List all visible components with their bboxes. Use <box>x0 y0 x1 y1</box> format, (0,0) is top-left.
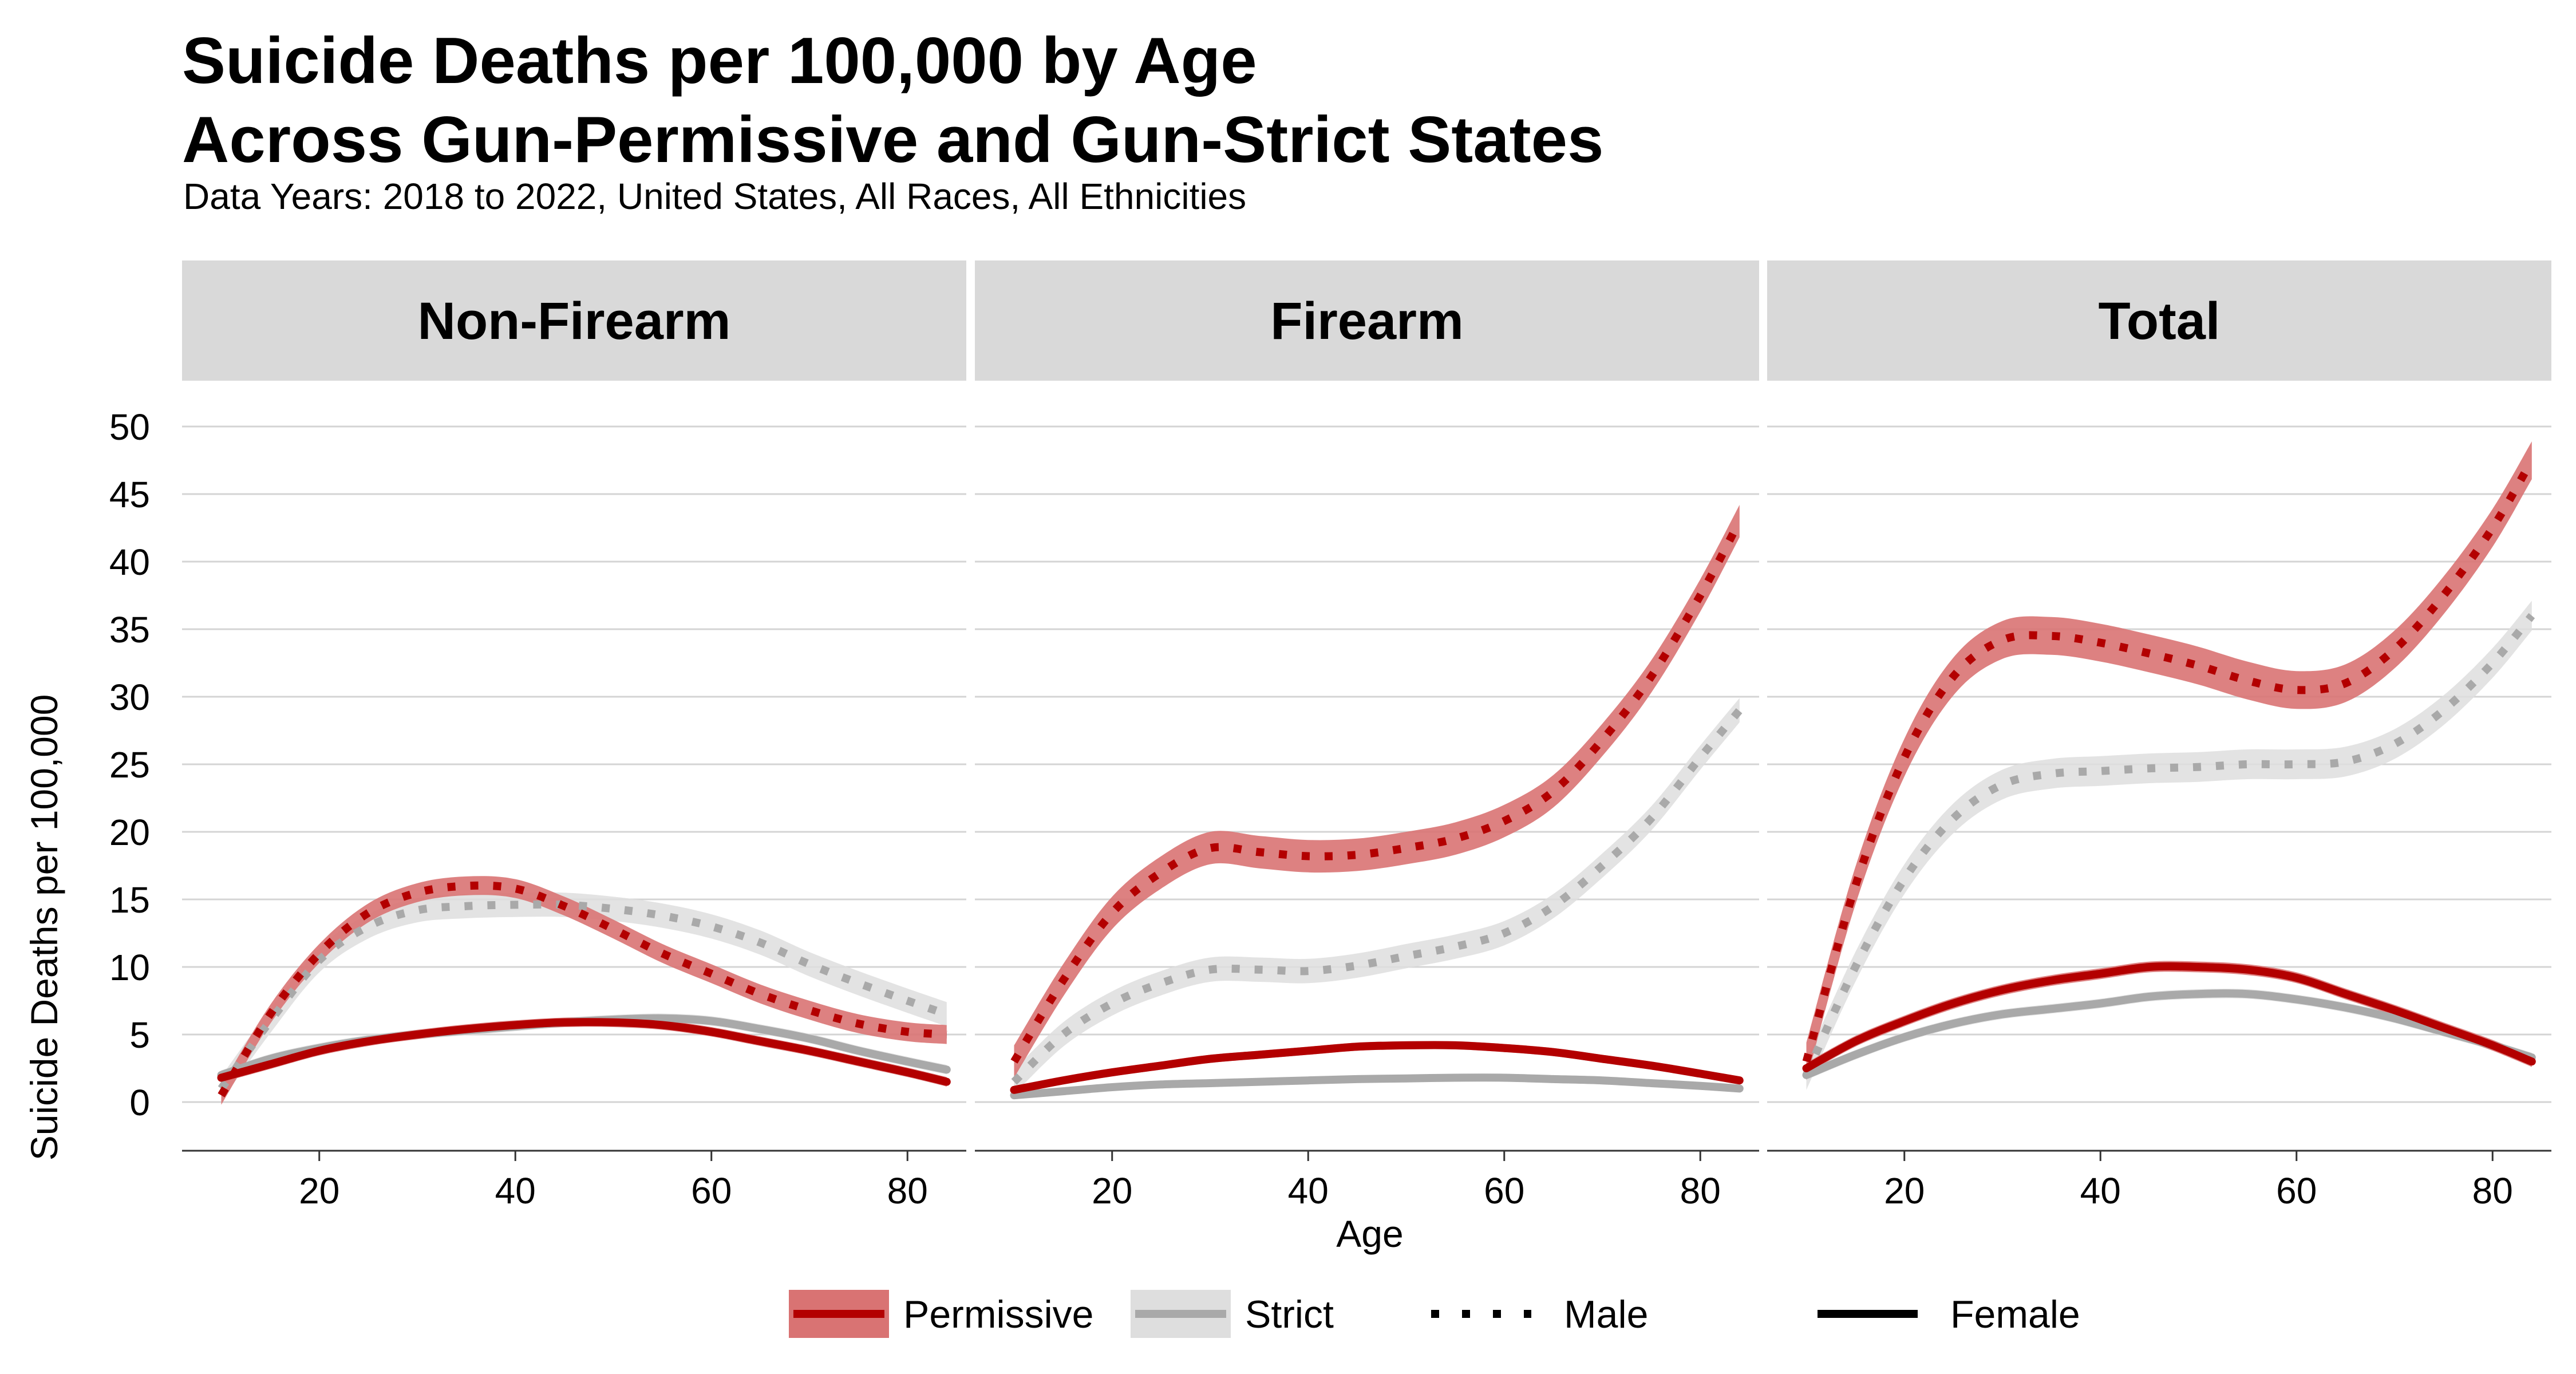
x-tick-label: 40 <box>495 1170 536 1211</box>
x-tick-label: 60 <box>2276 1170 2317 1211</box>
x-tick-label: 80 <box>2472 1170 2513 1211</box>
x-axis-title: Age <box>1336 1213 1403 1255</box>
facet-panels: Non-Firearm 20 40 60 80 0 5 10 15 20 25 30 35 40 45 50 F… <box>109 260 2551 1211</box>
y-tick-label: 45 <box>109 474 150 515</box>
series-line-permissive-male <box>1010 519 1743 1064</box>
chart-subtitle: Data Years: 2018 to 2022, United States,… <box>183 176 1246 217</box>
legend-label: Permissive <box>903 1293 1094 1336</box>
x-tick-label: 40 <box>2080 1170 2121 1211</box>
legend-label: Strict <box>1245 1293 1334 1336</box>
x-tick-label: 80 <box>1680 1170 1721 1211</box>
x-tick-label: 80 <box>887 1170 928 1211</box>
x-tick-label: 60 <box>691 1170 732 1211</box>
y-tick-label: 15 <box>109 879 150 921</box>
y-tick-label: 10 <box>109 947 150 988</box>
x-tick-label: 40 <box>1288 1170 1329 1211</box>
y-tick-label: 0 <box>129 1082 150 1123</box>
facet-strip-label: Non-Firearm <box>418 292 731 350</box>
x-tick-label: 20 <box>299 1170 339 1211</box>
x-tick-label: 20 <box>1092 1170 1132 1211</box>
y-tick-label: 35 <box>109 609 150 650</box>
facet-strip <box>1767 260 2551 381</box>
series-line-permissive-female <box>1802 962 2536 1072</box>
facet-strip-label: Total <box>2099 292 2221 350</box>
legend-item-male: Male <box>1431 1293 1648 1336</box>
x-tick-label: 60 <box>1484 1170 1524 1211</box>
x-tick-label: 20 <box>1884 1170 1925 1211</box>
series-line-permissive-male <box>1802 458 2535 1063</box>
y-tick-label: 5 <box>129 1014 150 1056</box>
band-permissive-male <box>221 876 947 1105</box>
facet-strip <box>975 260 1759 381</box>
series-line-strict-female <box>1010 1073 1744 1100</box>
chart-title-line-1: Suicide Deaths per 100,000 by Age <box>182 25 1257 97</box>
series-line-permissive-female <box>217 1018 951 1086</box>
y-tick-label: 40 <box>109 542 150 583</box>
legend-item-permissive: Permissive <box>789 1290 1094 1338</box>
legend-label: Female <box>1950 1293 2080 1336</box>
y-tick-label: 30 <box>109 677 150 718</box>
legend-label: Male <box>1564 1293 1648 1336</box>
band-permissive-female <box>1806 961 2532 1074</box>
series-line-permissive-male <box>218 881 947 1097</box>
legend-item-strict: Strict <box>1131 1290 1334 1338</box>
series-line-strict-female <box>1802 989 2536 1079</box>
y-tick-label: 50 <box>109 406 150 448</box>
legend: Permissive Strict Male Female <box>789 1290 2080 1338</box>
y-tick-label: 25 <box>109 744 150 785</box>
chart-title-line-2: Across Gun-Permissive and Gun-Strict Sta… <box>182 104 1603 176</box>
panel-total: Total 20 40 60 80 <box>1767 260 2551 1211</box>
legend-item-female: Female <box>1818 1293 2080 1336</box>
y-axis-title: Suicide Deaths per 100,000 <box>23 694 65 1161</box>
series-line-strict-male <box>218 900 949 1091</box>
facet-strip-label: Firearm <box>1270 292 1464 350</box>
facet-strip <box>182 260 966 381</box>
panel-firearm: Firearm 20 40 60 80 <box>975 260 1759 1211</box>
series-line-permissive-female <box>1010 1041 1744 1094</box>
y-tick-label: 20 <box>109 812 150 853</box>
series-line-strict-male <box>1803 613 2535 1077</box>
panel-non-firearm: Non-Firearm 20 40 60 80 0 5 10 15 20 25 30 35 40 45 50 <box>109 260 966 1211</box>
